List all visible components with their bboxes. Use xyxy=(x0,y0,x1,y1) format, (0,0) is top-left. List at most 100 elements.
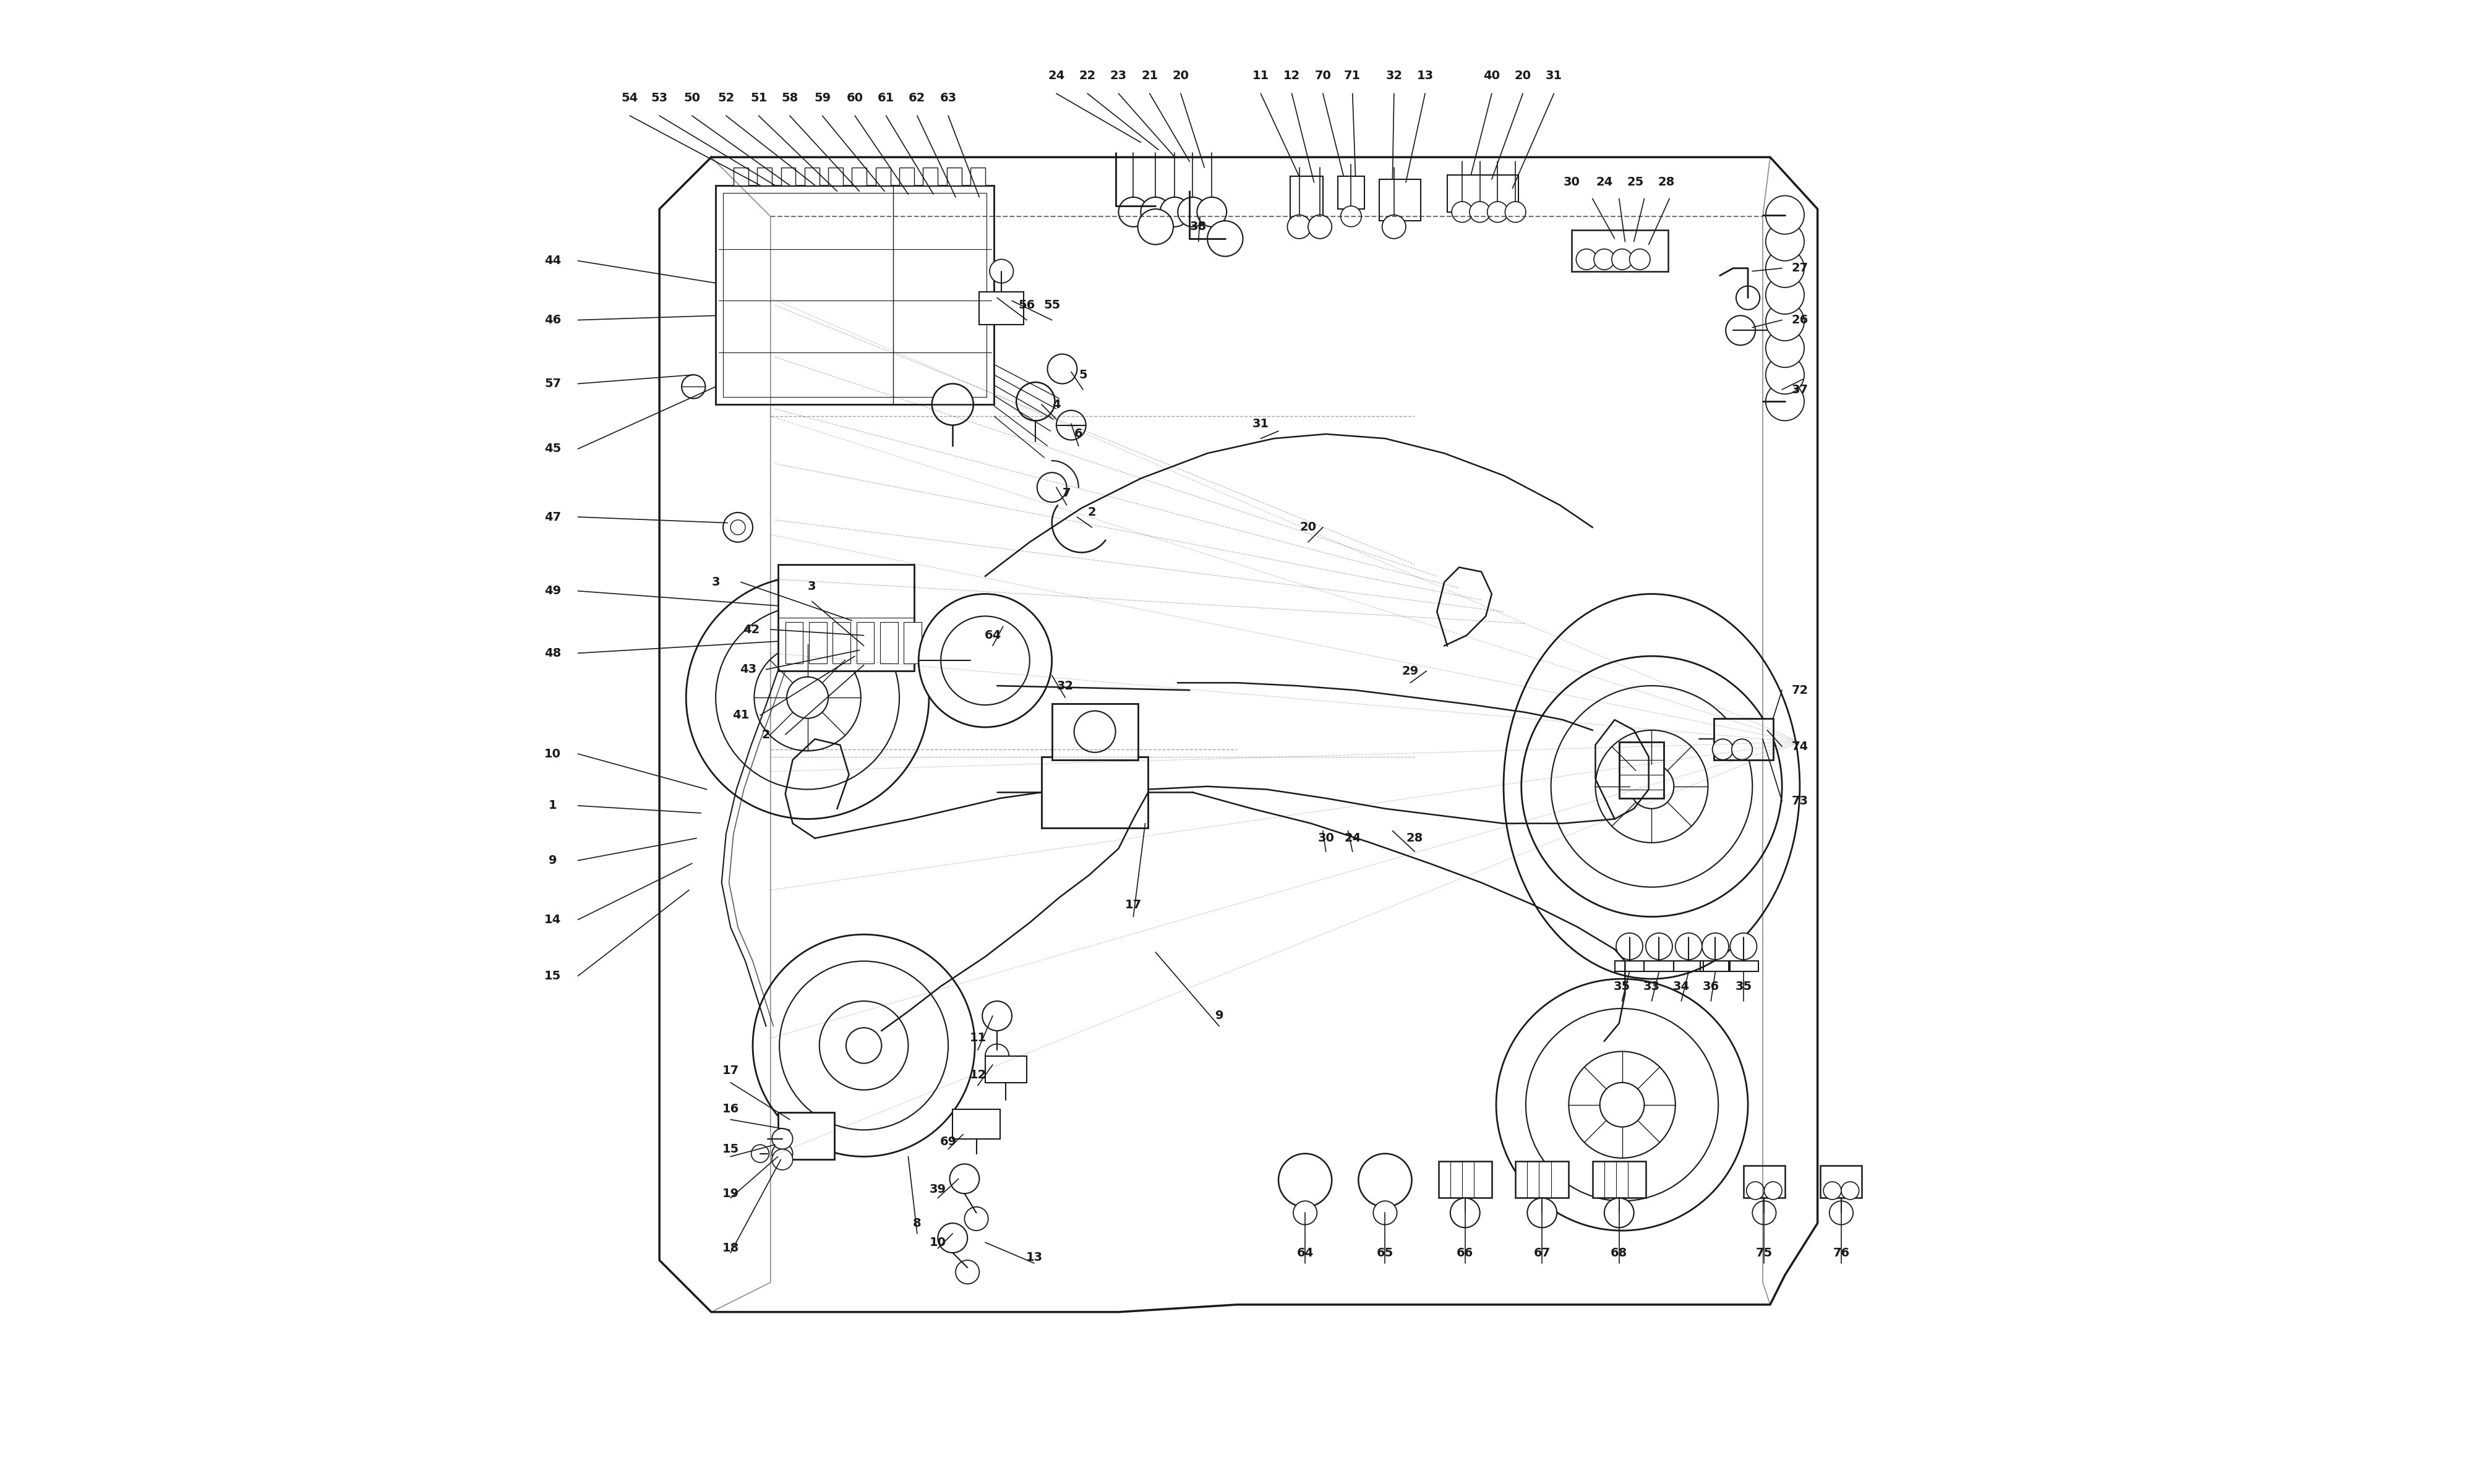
Text: 27: 27 xyxy=(1791,263,1808,275)
Text: 9: 9 xyxy=(549,855,557,867)
Circle shape xyxy=(752,935,975,1156)
Circle shape xyxy=(1601,1082,1645,1126)
Text: 15: 15 xyxy=(722,1143,740,1155)
Text: 20: 20 xyxy=(1299,521,1316,533)
Bar xyxy=(777,564,915,671)
Bar xyxy=(732,168,747,186)
Bar xyxy=(834,622,851,663)
Text: 6: 6 xyxy=(1074,429,1084,439)
Circle shape xyxy=(1766,276,1804,315)
Circle shape xyxy=(1141,197,1170,227)
Circle shape xyxy=(1702,933,1729,960)
Bar xyxy=(1042,757,1148,828)
Text: 58: 58 xyxy=(782,92,799,104)
Text: 64: 64 xyxy=(1296,1247,1314,1258)
Text: 34: 34 xyxy=(1672,981,1690,993)
Text: 37: 37 xyxy=(1791,384,1808,396)
Text: 23: 23 xyxy=(1111,70,1128,82)
Bar xyxy=(851,168,866,186)
Bar xyxy=(1051,703,1138,760)
Circle shape xyxy=(990,260,1014,283)
Text: 7: 7 xyxy=(1061,487,1071,499)
Text: 76: 76 xyxy=(1833,1247,1851,1258)
Text: 54: 54 xyxy=(621,92,638,104)
Circle shape xyxy=(1526,1009,1719,1201)
Text: 72: 72 xyxy=(1791,684,1808,696)
Circle shape xyxy=(1138,209,1173,245)
Text: 3: 3 xyxy=(809,580,816,592)
Text: 53: 53 xyxy=(651,92,668,104)
Circle shape xyxy=(985,1045,1009,1067)
Circle shape xyxy=(1828,1201,1853,1224)
Circle shape xyxy=(1037,472,1066,502)
Circle shape xyxy=(1279,1153,1331,1206)
Text: 70: 70 xyxy=(1314,70,1331,82)
Text: 65: 65 xyxy=(1376,1247,1393,1258)
Circle shape xyxy=(965,1206,987,1230)
Text: 35: 35 xyxy=(1734,981,1752,993)
Text: 60: 60 xyxy=(846,92,863,104)
Circle shape xyxy=(1766,249,1804,288)
Text: 52: 52 xyxy=(717,92,735,104)
Bar xyxy=(1338,177,1363,209)
Circle shape xyxy=(933,384,972,424)
Circle shape xyxy=(1630,249,1650,270)
Circle shape xyxy=(1841,1181,1858,1199)
Text: 13: 13 xyxy=(1027,1251,1042,1263)
Text: 2: 2 xyxy=(1089,506,1096,518)
Circle shape xyxy=(819,1002,908,1089)
Text: 69: 69 xyxy=(940,1135,957,1147)
Circle shape xyxy=(1766,223,1804,261)
Circle shape xyxy=(1675,933,1702,960)
Text: 40: 40 xyxy=(1484,70,1499,82)
Bar xyxy=(1593,1160,1645,1198)
Text: 24: 24 xyxy=(1596,177,1613,188)
Circle shape xyxy=(1309,215,1331,239)
Text: 3: 3 xyxy=(713,576,720,588)
Circle shape xyxy=(1056,411,1086,439)
Text: 73: 73 xyxy=(1791,795,1808,807)
Bar xyxy=(856,622,873,663)
Circle shape xyxy=(1727,316,1757,346)
Bar xyxy=(722,193,987,398)
Circle shape xyxy=(1207,221,1242,257)
Text: 30: 30 xyxy=(1319,833,1333,844)
Text: 19: 19 xyxy=(722,1187,740,1199)
Circle shape xyxy=(1450,1198,1479,1227)
Text: 48: 48 xyxy=(544,647,562,659)
Circle shape xyxy=(1526,1198,1556,1227)
Text: 26: 26 xyxy=(1791,315,1808,326)
Text: 45: 45 xyxy=(544,442,562,454)
Bar xyxy=(1714,718,1774,760)
Text: 44: 44 xyxy=(544,255,562,267)
Bar xyxy=(948,168,962,186)
Bar xyxy=(1447,175,1519,212)
Bar xyxy=(1744,1165,1784,1198)
Text: 31: 31 xyxy=(1546,70,1561,82)
Text: 28: 28 xyxy=(1405,833,1423,844)
Bar xyxy=(782,168,797,186)
Circle shape xyxy=(1766,383,1804,421)
Circle shape xyxy=(752,1144,769,1162)
Text: 17: 17 xyxy=(722,1066,740,1076)
Bar xyxy=(1437,1160,1492,1198)
Text: 11: 11 xyxy=(970,1033,987,1043)
Bar xyxy=(1517,1160,1569,1198)
Text: 59: 59 xyxy=(814,92,831,104)
Text: 12: 12 xyxy=(1284,70,1301,82)
Circle shape xyxy=(772,1143,792,1163)
Circle shape xyxy=(1522,656,1781,917)
Circle shape xyxy=(1178,197,1207,227)
Text: 1: 1 xyxy=(549,800,557,812)
Circle shape xyxy=(1497,979,1749,1230)
Circle shape xyxy=(1766,329,1804,368)
Text: 15: 15 xyxy=(544,971,562,982)
Circle shape xyxy=(1737,286,1759,310)
Text: 5: 5 xyxy=(1079,370,1086,381)
Bar xyxy=(829,168,844,186)
Bar xyxy=(804,168,819,186)
Circle shape xyxy=(1487,202,1509,223)
Circle shape xyxy=(683,375,705,399)
Circle shape xyxy=(1630,764,1675,809)
Circle shape xyxy=(1732,739,1752,760)
